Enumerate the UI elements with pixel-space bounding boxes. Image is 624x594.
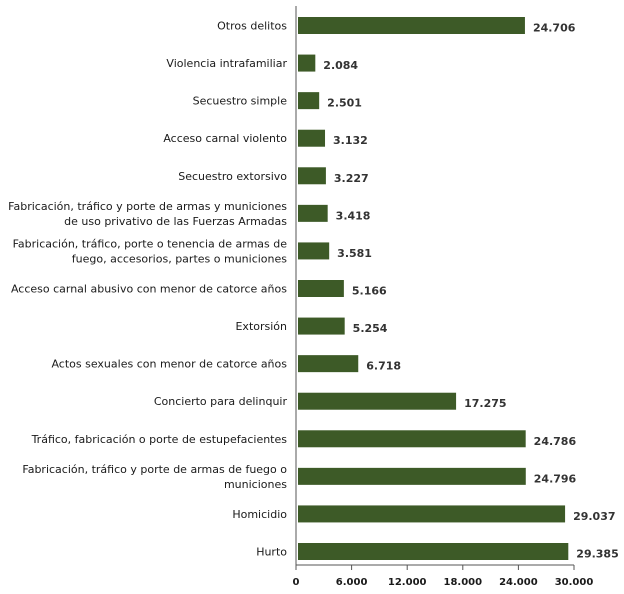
value-label: 24.796 xyxy=(534,472,577,485)
category-label: Otros delitos xyxy=(217,20,287,33)
category-label: Fabricación, tráfico y porte de armas y … xyxy=(8,200,287,228)
bar xyxy=(298,392,457,410)
category-label: Hurto xyxy=(256,546,287,559)
category-label: Acceso carnal violento xyxy=(163,132,287,145)
category-label: Homicidio xyxy=(232,508,287,521)
bar xyxy=(298,17,525,34)
value-label: 5.166 xyxy=(352,285,387,298)
category-label: Violencia intrafamiliar xyxy=(166,57,287,70)
value-label: 2.501 xyxy=(327,97,362,110)
value-label: 2.084 xyxy=(323,59,358,72)
value-label: 6.718 xyxy=(366,360,401,373)
bar xyxy=(298,54,316,72)
bar xyxy=(298,430,526,448)
x-axis: 0 6.000 12.000 18.000 24.000 30.000 xyxy=(293,6,594,588)
category-label: Actos sexuales con menor de catorce años xyxy=(51,358,287,371)
category-label: Concierto para delinquir xyxy=(154,395,288,408)
value-label: 24.786 xyxy=(534,435,577,448)
category-label: Acceso carnal abusivo con menor de cator… xyxy=(11,283,287,296)
bar xyxy=(298,355,359,373)
x-tick-label: 0 xyxy=(293,577,300,588)
bar xyxy=(298,92,320,110)
bar xyxy=(298,543,569,560)
category-label: Tráfico, fabricación o porte de estupefa… xyxy=(31,433,288,446)
bar xyxy=(298,505,566,523)
x-tick-label: 30.000 xyxy=(555,577,594,588)
x-tick-label: 6.000 xyxy=(336,577,368,588)
x-tick-label: 24.000 xyxy=(499,577,538,588)
value-label: 3.418 xyxy=(336,209,371,222)
value-label: 3.132 xyxy=(333,134,368,147)
category-label: Secuestro simple xyxy=(193,95,288,108)
value-label: 29.037 xyxy=(573,510,615,523)
bar xyxy=(298,317,345,335)
category-label: Secuestro extorsivo xyxy=(178,170,287,183)
bar xyxy=(298,129,326,147)
category-labels: Otros delitos Violencia intrafamiliar Secu… xyxy=(8,20,287,559)
bar xyxy=(298,204,328,222)
bar xyxy=(298,167,326,185)
value-label: 5.254 xyxy=(353,322,388,335)
value-labels: 24.706 2.084 2.501 3.132 3.227 3.418 3.581 5.16… xyxy=(323,22,618,561)
bar xyxy=(298,242,330,260)
value-label: 24.706 xyxy=(533,22,576,35)
bar xyxy=(298,467,526,485)
category-label: Extorsión xyxy=(235,320,287,333)
category-label: Fabricación, tráfico, porte o tenencia d… xyxy=(13,237,288,265)
x-tick-label: 12.000 xyxy=(388,577,427,588)
x-tick-label: 18.000 xyxy=(444,577,483,588)
value-label: 17.275 xyxy=(464,397,506,410)
value-label: 3.227 xyxy=(334,172,369,185)
value-label: 3.581 xyxy=(337,247,372,260)
value-label: 29.385 xyxy=(576,548,618,561)
bars xyxy=(298,17,569,560)
category-label: Fabricación, tráfico y porte de armas de… xyxy=(22,463,287,491)
bar xyxy=(298,280,344,297)
